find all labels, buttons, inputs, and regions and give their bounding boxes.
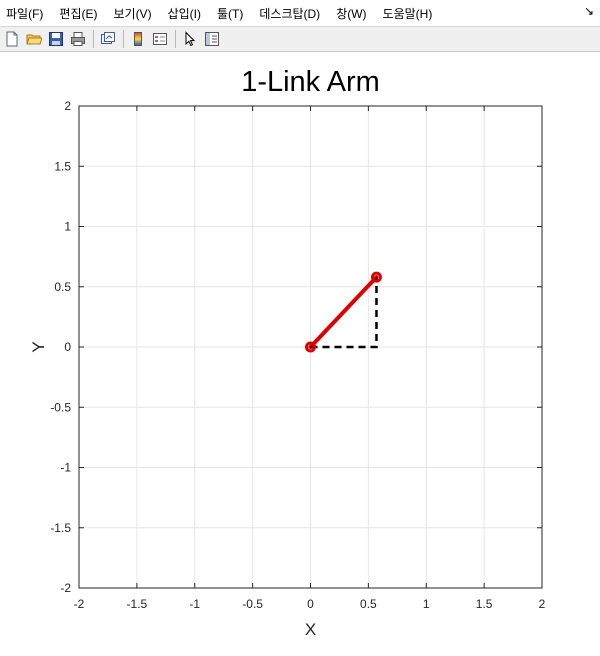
figure-canvas: -2 -1.5 -1 -0.5 0 0.5 1 1.5 2 2 1.5 1 0.5 0 -0.5 -1 -1.… bbox=[0, 52, 600, 656]
save-icon[interactable] bbox=[46, 29, 66, 49]
y-tick-label: 1 bbox=[64, 220, 71, 234]
colorbar-icon[interactable] bbox=[128, 29, 148, 49]
new-figure-icon[interactable] bbox=[2, 29, 22, 49]
legend-icon[interactable] bbox=[150, 29, 170, 49]
print-icon[interactable] bbox=[68, 29, 88, 49]
series bbox=[305, 271, 382, 353]
y-tick-label: -1 bbox=[60, 461, 71, 475]
y-tick-label: 1.5 bbox=[54, 159, 71, 173]
x-tick-labels: -2 -1.5 -1 -0.5 0 0.5 1 1.5 2 bbox=[74, 597, 546, 611]
menu-edit[interactable]: 편집(E) bbox=[59, 7, 98, 21]
link-plot-icon[interactable] bbox=[98, 29, 118, 49]
menu-view[interactable]: 보기(V) bbox=[113, 7, 152, 21]
figure-toolbar bbox=[0, 26, 600, 52]
menu-tools[interactable]: 툴(T) bbox=[216, 7, 244, 21]
menu-window[interactable]: 창(W) bbox=[336, 7, 367, 21]
y-tick-label: 0.5 bbox=[54, 280, 71, 294]
chart-title: 1-Link Arm bbox=[241, 66, 380, 98]
toolbar-separator bbox=[175, 30, 176, 48]
y-tick-label: 0 bbox=[64, 340, 71, 354]
property-inspector-icon[interactable] bbox=[202, 29, 222, 49]
y-tick-label: -2 bbox=[60, 581, 71, 595]
x-tick-label: -2 bbox=[74, 597, 85, 611]
y-tick-label: 2 bbox=[64, 99, 71, 113]
open-file-icon[interactable] bbox=[24, 29, 44, 49]
menu-help[interactable]: 도움말(H) bbox=[382, 7, 433, 21]
menu-desktop[interactable]: 데스크탑(D) bbox=[259, 7, 321, 21]
x-tick-label: -1 bbox=[189, 597, 200, 611]
toolbar-separator bbox=[93, 30, 94, 48]
x-tick-label: -1.5 bbox=[127, 597, 148, 611]
y-tick-label: -0.5 bbox=[50, 400, 71, 414]
select-arrow-icon[interactable] bbox=[180, 29, 200, 49]
x-tick-label: 1 bbox=[423, 597, 430, 611]
x-tick-label: 0 bbox=[307, 597, 314, 611]
menu-insert[interactable]: 삽입(I) bbox=[167, 7, 201, 21]
x-tick-label: 1.5 bbox=[476, 597, 493, 611]
x-axis-label: X bbox=[305, 620, 316, 639]
y-tick-labels: 2 1.5 1 0.5 0 -0.5 -1 -1.5 -2 bbox=[50, 99, 71, 595]
menu-bar: 파일(F) 편집(E) 보기(V) 삽입(I) 툴(T) 데스크탑(D) 창(W… bbox=[0, 0, 600, 26]
joint-marker bbox=[305, 341, 316, 353]
x-tick-label: 2 bbox=[539, 597, 546, 611]
tick-marks bbox=[78, 105, 543, 589]
axes-plot[interactable]: -2 -1.5 -1 -0.5 0 0.5 1 1.5 2 2 1.5 1 0.5 0 -0.5 -1 -1.… bbox=[0, 52, 600, 656]
menu-file[interactable]: 파일(F) bbox=[6, 7, 44, 21]
projection-dashed-line bbox=[310, 277, 378, 349]
y-tick-label: -1.5 bbox=[50, 521, 71, 535]
arm-link-line bbox=[308, 275, 379, 349]
joint-marker bbox=[370, 271, 382, 283]
toolbar-separator bbox=[123, 30, 124, 48]
y-axis-label: Y bbox=[29, 341, 48, 352]
x-tick-label: 0.5 bbox=[360, 597, 377, 611]
x-tick-label: -0.5 bbox=[242, 597, 263, 611]
dock-arrow-icon[interactable]: ↘ bbox=[583, 4, 594, 18]
